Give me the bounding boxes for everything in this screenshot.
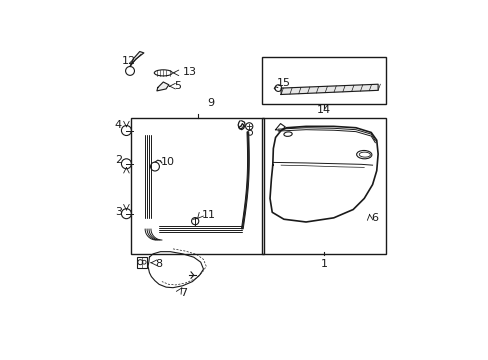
Text: 5: 5	[174, 81, 181, 91]
Polygon shape	[157, 82, 168, 91]
Polygon shape	[281, 84, 377, 94]
Text: 15: 15	[276, 78, 290, 89]
Text: 9: 9	[207, 98, 214, 108]
Bar	[131, 118, 264, 254]
Text: 8: 8	[155, 258, 162, 269]
Polygon shape	[130, 51, 143, 67]
Text: 11: 11	[202, 210, 216, 220]
Bar	[261, 118, 386, 254]
Text: 2: 2	[115, 155, 122, 165]
Text: 3: 3	[115, 207, 122, 217]
Text: 10: 10	[160, 157, 174, 167]
Text: 7: 7	[180, 288, 187, 298]
Bar	[137, 257, 147, 268]
Text: 13: 13	[183, 67, 196, 77]
Text: 4: 4	[115, 120, 122, 130]
Text: 12: 12	[122, 56, 136, 66]
Bar	[261, 57, 386, 104]
Text: 6: 6	[370, 213, 377, 223]
Text: 1: 1	[320, 258, 327, 269]
Text: 14: 14	[316, 105, 330, 115]
